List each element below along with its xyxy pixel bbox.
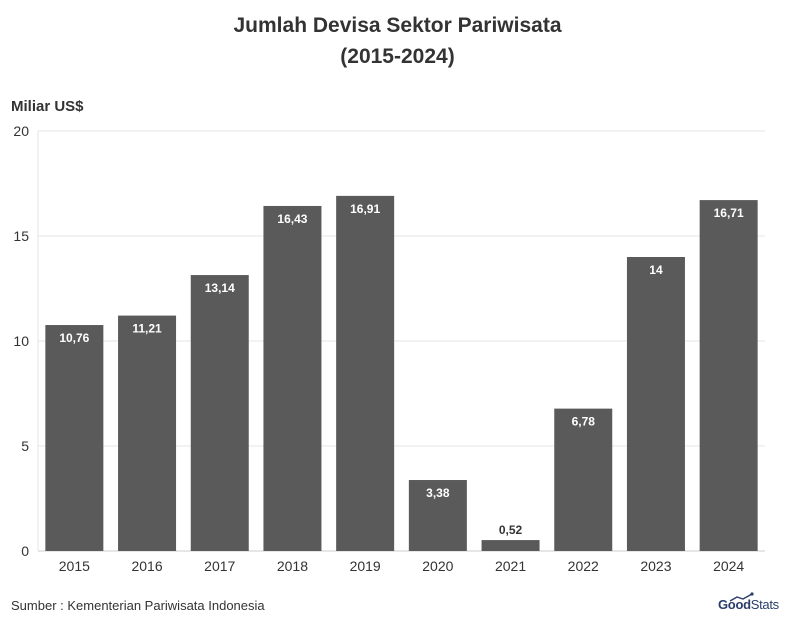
bar-2018[interactable] [263,205,322,551]
bar-value-label-2021: 0,52 [499,523,523,537]
bar-2021[interactable] [481,540,540,551]
logo-main: Good [718,597,751,612]
bar-2020[interactable] [408,480,467,551]
y-tick-label-20: 20 [13,123,29,139]
x-tick-label-2017: 2017 [204,558,235,574]
bar-value-label-2024: 16,71 [714,206,744,220]
y-tick-label-15: 15 [13,228,29,244]
bar-value-label-2020: 3,38 [426,486,450,500]
bar-labels: 10,76 11,21 13,14 16,43 16,91 3,38 0,52 6,78 14 1… [59,202,744,537]
bar-value-label-2017: 13,14 [205,281,235,295]
x-axis-ticks: 2015 2016 2017 2018 2019 2020 2021 2022 2023 2024 [59,558,745,574]
bar-2022[interactable] [554,408,613,551]
chart-title-line1: Jumlah Devisa Sektor Pariwisata [233,14,562,37]
chart-title: Jumlah Devisa Sektor Pariwisata (2015-20… [0,10,795,72]
logo-chart-icon [729,592,754,602]
x-tick-label-2024: 2024 [713,558,744,574]
bar-value-label-2015: 10,76 [59,331,89,345]
bar-value-label-2023: 14 [649,263,663,277]
x-tick-label-2015: 2015 [59,558,90,574]
bar-2019[interactable] [336,195,395,551]
y-tick-label-5: 5 [21,438,29,454]
logo-sub: Stats [750,597,779,612]
bars [45,195,758,551]
bar-2015[interactable] [45,325,104,551]
bar-2016[interactable] [118,315,177,551]
x-tick-label-2016: 2016 [131,558,162,574]
x-tick-label-2020: 2020 [422,558,453,574]
chart-title-line2: (2015-2024) [340,45,455,68]
source-note: Sumber : Kementerian Pariwisata Indonesi… [11,598,265,613]
goodstats-logo[interactable]: GoodStats [718,597,779,612]
bar-value-label-2019: 16,91 [350,202,380,216]
x-tick-label-2018: 2018 [277,558,308,574]
y-tick-label-0: 0 [21,543,29,559]
bar-value-label-2018: 16,43 [277,212,307,226]
y-tick-label-10: 10 [13,333,29,349]
bar-value-label-2022: 6,78 [572,415,596,429]
bar-2023[interactable] [626,257,685,551]
bar-2024[interactable] [699,200,758,551]
bar-value-label-2016: 11,21 [132,322,162,336]
x-tick-label-2023: 2023 [640,558,671,574]
x-tick-label-2022: 2022 [568,558,599,574]
bar-2017[interactable] [190,275,249,551]
y-axis-ticks: 0 5 10 15 20 [13,123,29,559]
x-tick-label-2019: 2019 [350,558,381,574]
y-axis-label: Miliar US$ [11,98,84,115]
x-tick-label-2021: 2021 [495,558,526,574]
